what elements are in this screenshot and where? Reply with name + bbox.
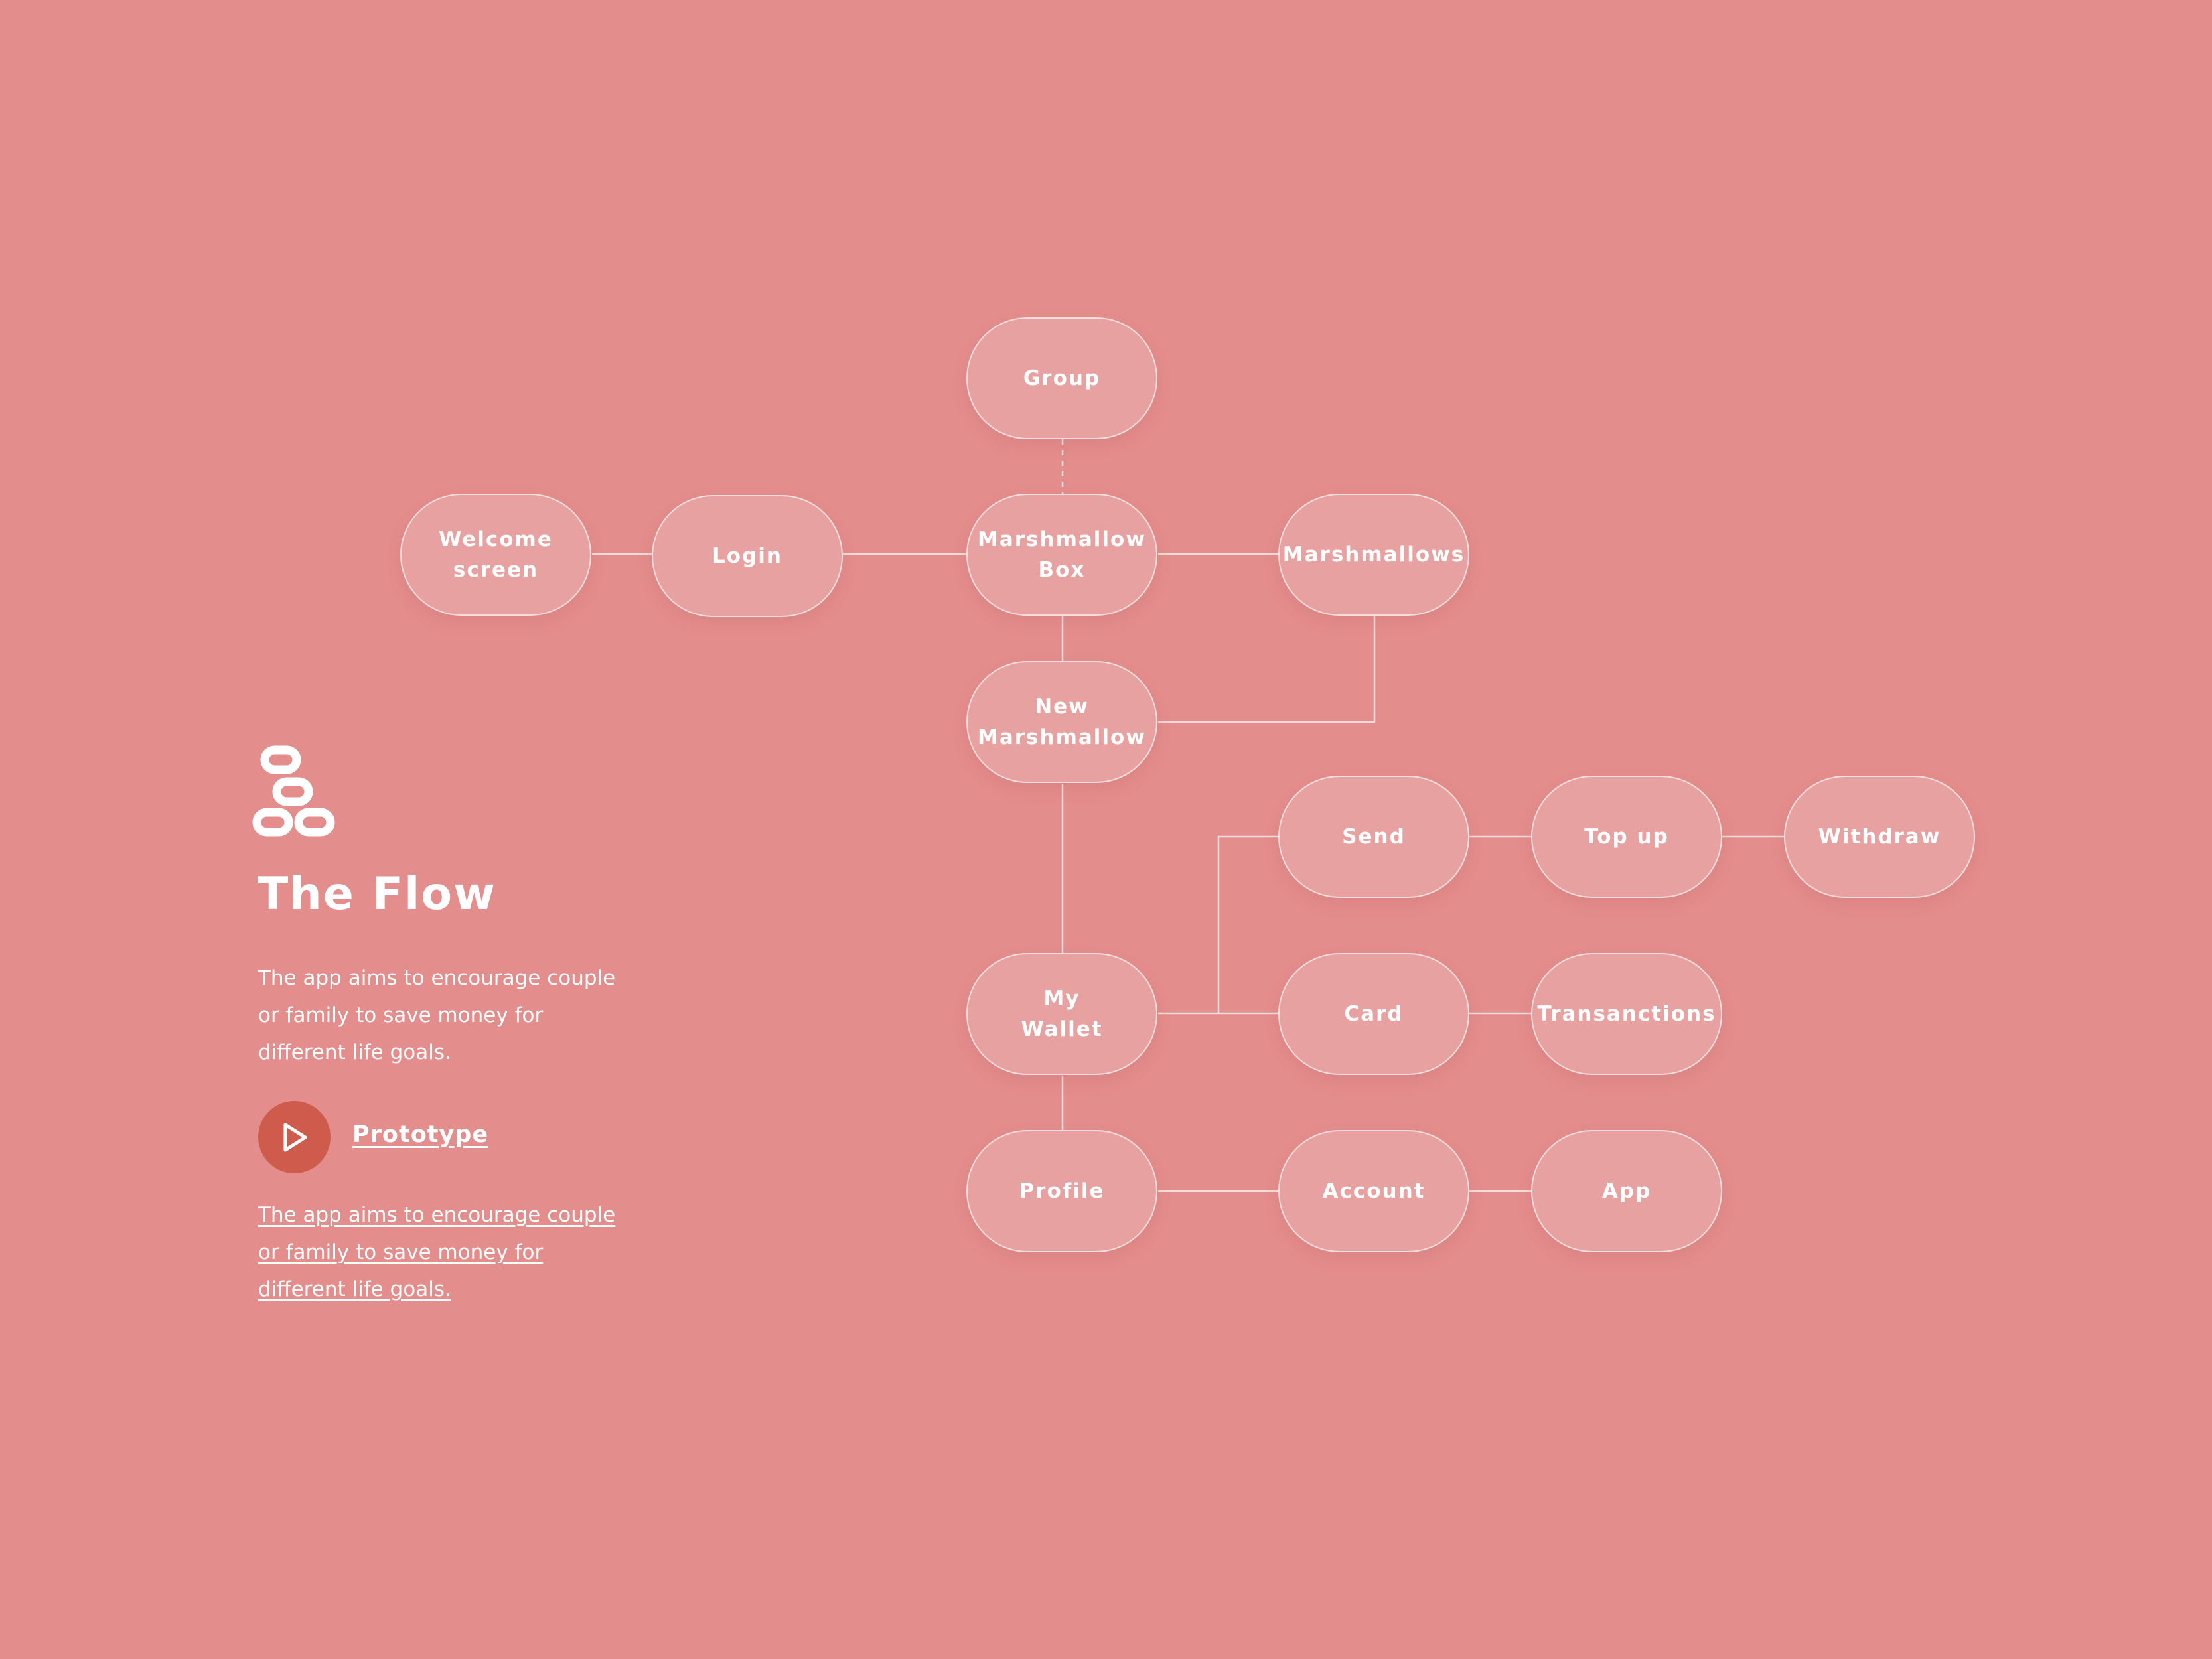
prototype-link[interactable]: Prototype: [352, 1121, 489, 1148]
node-group[interactable]: Group: [966, 317, 1157, 439]
node-label: Transanctions: [1537, 1002, 1716, 1026]
node-transactions[interactable]: Transanctions: [1531, 953, 1722, 1075]
node-welcome-screen[interactable]: Welcome screen: [400, 494, 591, 616]
node-label: Profile: [1019, 1179, 1105, 1203]
node-label: Marshmallow Box: [978, 528, 1146, 582]
node-top-up[interactable]: Top up: [1531, 776, 1722, 898]
play-button[interactable]: [258, 1101, 331, 1173]
node-label: Top up: [1584, 825, 1669, 849]
description-link[interactable]: The app aims to encourage couple or fami…: [258, 1203, 616, 1301]
node-marshmallows[interactable]: Marshmallows: [1278, 494, 1469, 616]
edge-marshmallows-new-marshmallow: [1158, 616, 1376, 723]
node-marshmallow-box[interactable]: Marshmallow Box: [966, 494, 1157, 616]
node-send[interactable]: Send: [1278, 776, 1469, 898]
node-label: Card: [1344, 1002, 1404, 1026]
node-label: App: [1601, 1179, 1652, 1203]
node-new-marshmallow[interactable]: New Marshmallow: [966, 661, 1157, 783]
node-label: Marshmallows: [1282, 543, 1465, 567]
node-login[interactable]: Login: [652, 495, 843, 617]
node-label: Send: [1342, 825, 1406, 849]
node-profile[interactable]: Profile: [966, 1130, 1157, 1252]
node-account[interactable]: Account: [1278, 1130, 1469, 1252]
stacked-rings-icon: [252, 745, 335, 837]
node-label: Withdraw: [1818, 825, 1941, 849]
node-label: Welcome screen: [439, 528, 553, 582]
node-my-wallet[interactable]: My Wallet: [966, 953, 1157, 1075]
node-card[interactable]: Card: [1278, 953, 1469, 1075]
node-label: Login: [712, 544, 782, 568]
page-title: The Flow: [258, 868, 496, 920]
description-text: The app aims to encourage couple or fami…: [258, 966, 616, 1064]
node-label: Group: [1023, 366, 1101, 390]
node-label: New Marshmallow: [978, 695, 1146, 749]
node-label: Account: [1322, 1179, 1426, 1203]
node-label: My Wallet: [1021, 987, 1103, 1041]
node-withdraw[interactable]: Withdraw: [1784, 776, 1975, 898]
node-app[interactable]: App: [1531, 1130, 1722, 1252]
play-icon: [283, 1123, 307, 1151]
edge-my-wallet-send: [1217, 835, 1278, 1013]
